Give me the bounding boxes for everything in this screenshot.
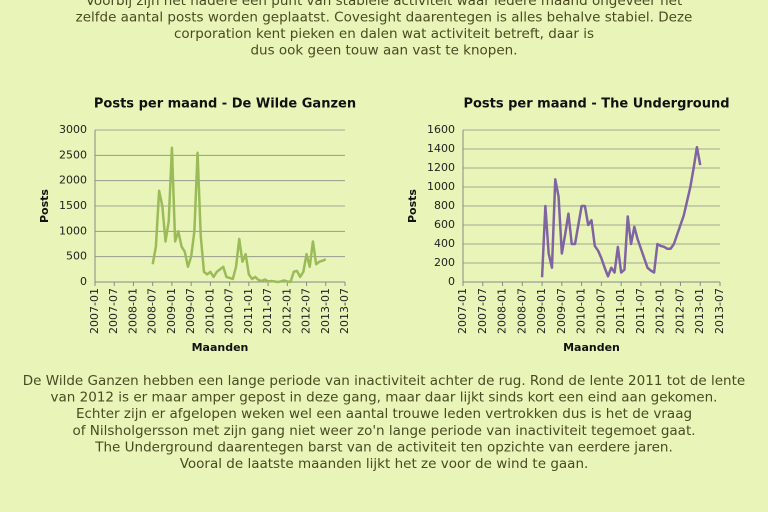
chart-title: Posts per maand - De Wilde Ganzen — [94, 97, 356, 112]
y-tick-label: 400 — [434, 237, 455, 250]
conclusion-line: van 2012 is er maar amper gepost in deze… — [51, 390, 718, 406]
x-tick-label: 2010-01 — [575, 288, 588, 334]
y-tick-label: 3000 — [59, 123, 87, 136]
y-tick-label: 500 — [66, 250, 87, 263]
x-tick-label: 2012-01 — [280, 288, 293, 334]
conclusion-line: The Underground daarentegen barst van de… — [94, 439, 673, 455]
x-tick-label: 2010-07 — [223, 288, 236, 334]
x-tick-label: 2007-07 — [107, 288, 120, 334]
x-tick-label: 2013-01 — [319, 288, 332, 334]
y-tick-label: 1000 — [427, 180, 455, 193]
conclusion-line: Echter zijn er afgelopen weken wel een a… — [76, 406, 692, 422]
y-tick-label: 2000 — [59, 174, 87, 187]
y-axis-title: Posts — [38, 189, 51, 223]
x-tick-label: 2012-01 — [654, 288, 667, 334]
x-tick-label: 2010-01 — [203, 288, 216, 334]
y-tick-label: 0 — [448, 275, 455, 288]
y-tick-label: 600 — [434, 218, 455, 231]
x-tick-label: 2011-01 — [242, 288, 255, 334]
x-tick-label: 2007-01 — [456, 288, 469, 334]
intro-line: Voorbij zijn het nadere een punt van sta… — [86, 0, 683, 9]
conclusion-line: Vooral de laatste maanden lijkt het ze v… — [180, 456, 589, 472]
intro-line: dus ook geen touw aan vast te knopen. — [250, 43, 517, 59]
y-tick-label: 1600 — [427, 123, 455, 136]
x-tick-label: 2009-01 — [535, 288, 548, 334]
x-tick-label: 2007-07 — [476, 288, 489, 334]
y-axis-title: Posts — [406, 189, 419, 223]
x-tick-label: 2008-07 — [515, 288, 528, 334]
y-tick-label: 1200 — [427, 161, 455, 174]
y-tick-label: 2500 — [59, 148, 87, 161]
x-tick-label: 2012-07 — [300, 288, 313, 334]
x-tick-label: 2013-07 — [338, 288, 351, 334]
x-tick-label: 2007-01 — [88, 288, 101, 334]
y-tick-label: 1000 — [59, 224, 87, 237]
x-tick-label: 2008-01 — [496, 288, 509, 334]
x-tick-label: 2009-07 — [555, 288, 568, 334]
y-tick-label: 200 — [434, 256, 455, 269]
x-tick-label: 2010-07 — [594, 288, 607, 334]
chart-title: Posts per maand - The Underground — [463, 97, 729, 112]
x-tick-label: 2009-01 — [165, 288, 178, 334]
conclusion-line: De Wilde Ganzen hebben een lange periode… — [23, 373, 745, 389]
x-tick-label: 2012-07 — [673, 288, 686, 334]
conclusion-line: of Nilsholgersson met zijn gang niet wee… — [72, 423, 695, 439]
x-tick-label: 2008-07 — [146, 288, 159, 334]
x-tick-label: 2011-01 — [614, 288, 627, 334]
x-tick-label: 2011-07 — [634, 288, 647, 334]
x-tick-label: 2013-01 — [693, 288, 706, 334]
intro-line: corporation kent pieken en dalen wat act… — [174, 26, 594, 42]
x-tick-label: 2011-07 — [261, 288, 274, 334]
x-tick-label: 2008-01 — [126, 288, 139, 334]
x-tick-label: 2009-07 — [184, 288, 197, 334]
x-tick-label: 2013-07 — [713, 288, 726, 334]
y-tick-label: 0 — [80, 275, 87, 288]
y-tick-label: 1500 — [59, 199, 87, 212]
intro-line: zelfde aantal posts worden geplaatst. Co… — [76, 10, 693, 26]
x-axis-title: Maanden — [563, 341, 620, 354]
y-tick-label: 1400 — [427, 142, 455, 155]
y-tick-label: 800 — [434, 199, 455, 212]
data-line — [151, 146, 327, 284]
x-axis-title: Maanden — [192, 341, 249, 354]
data-line — [540, 145, 702, 278]
